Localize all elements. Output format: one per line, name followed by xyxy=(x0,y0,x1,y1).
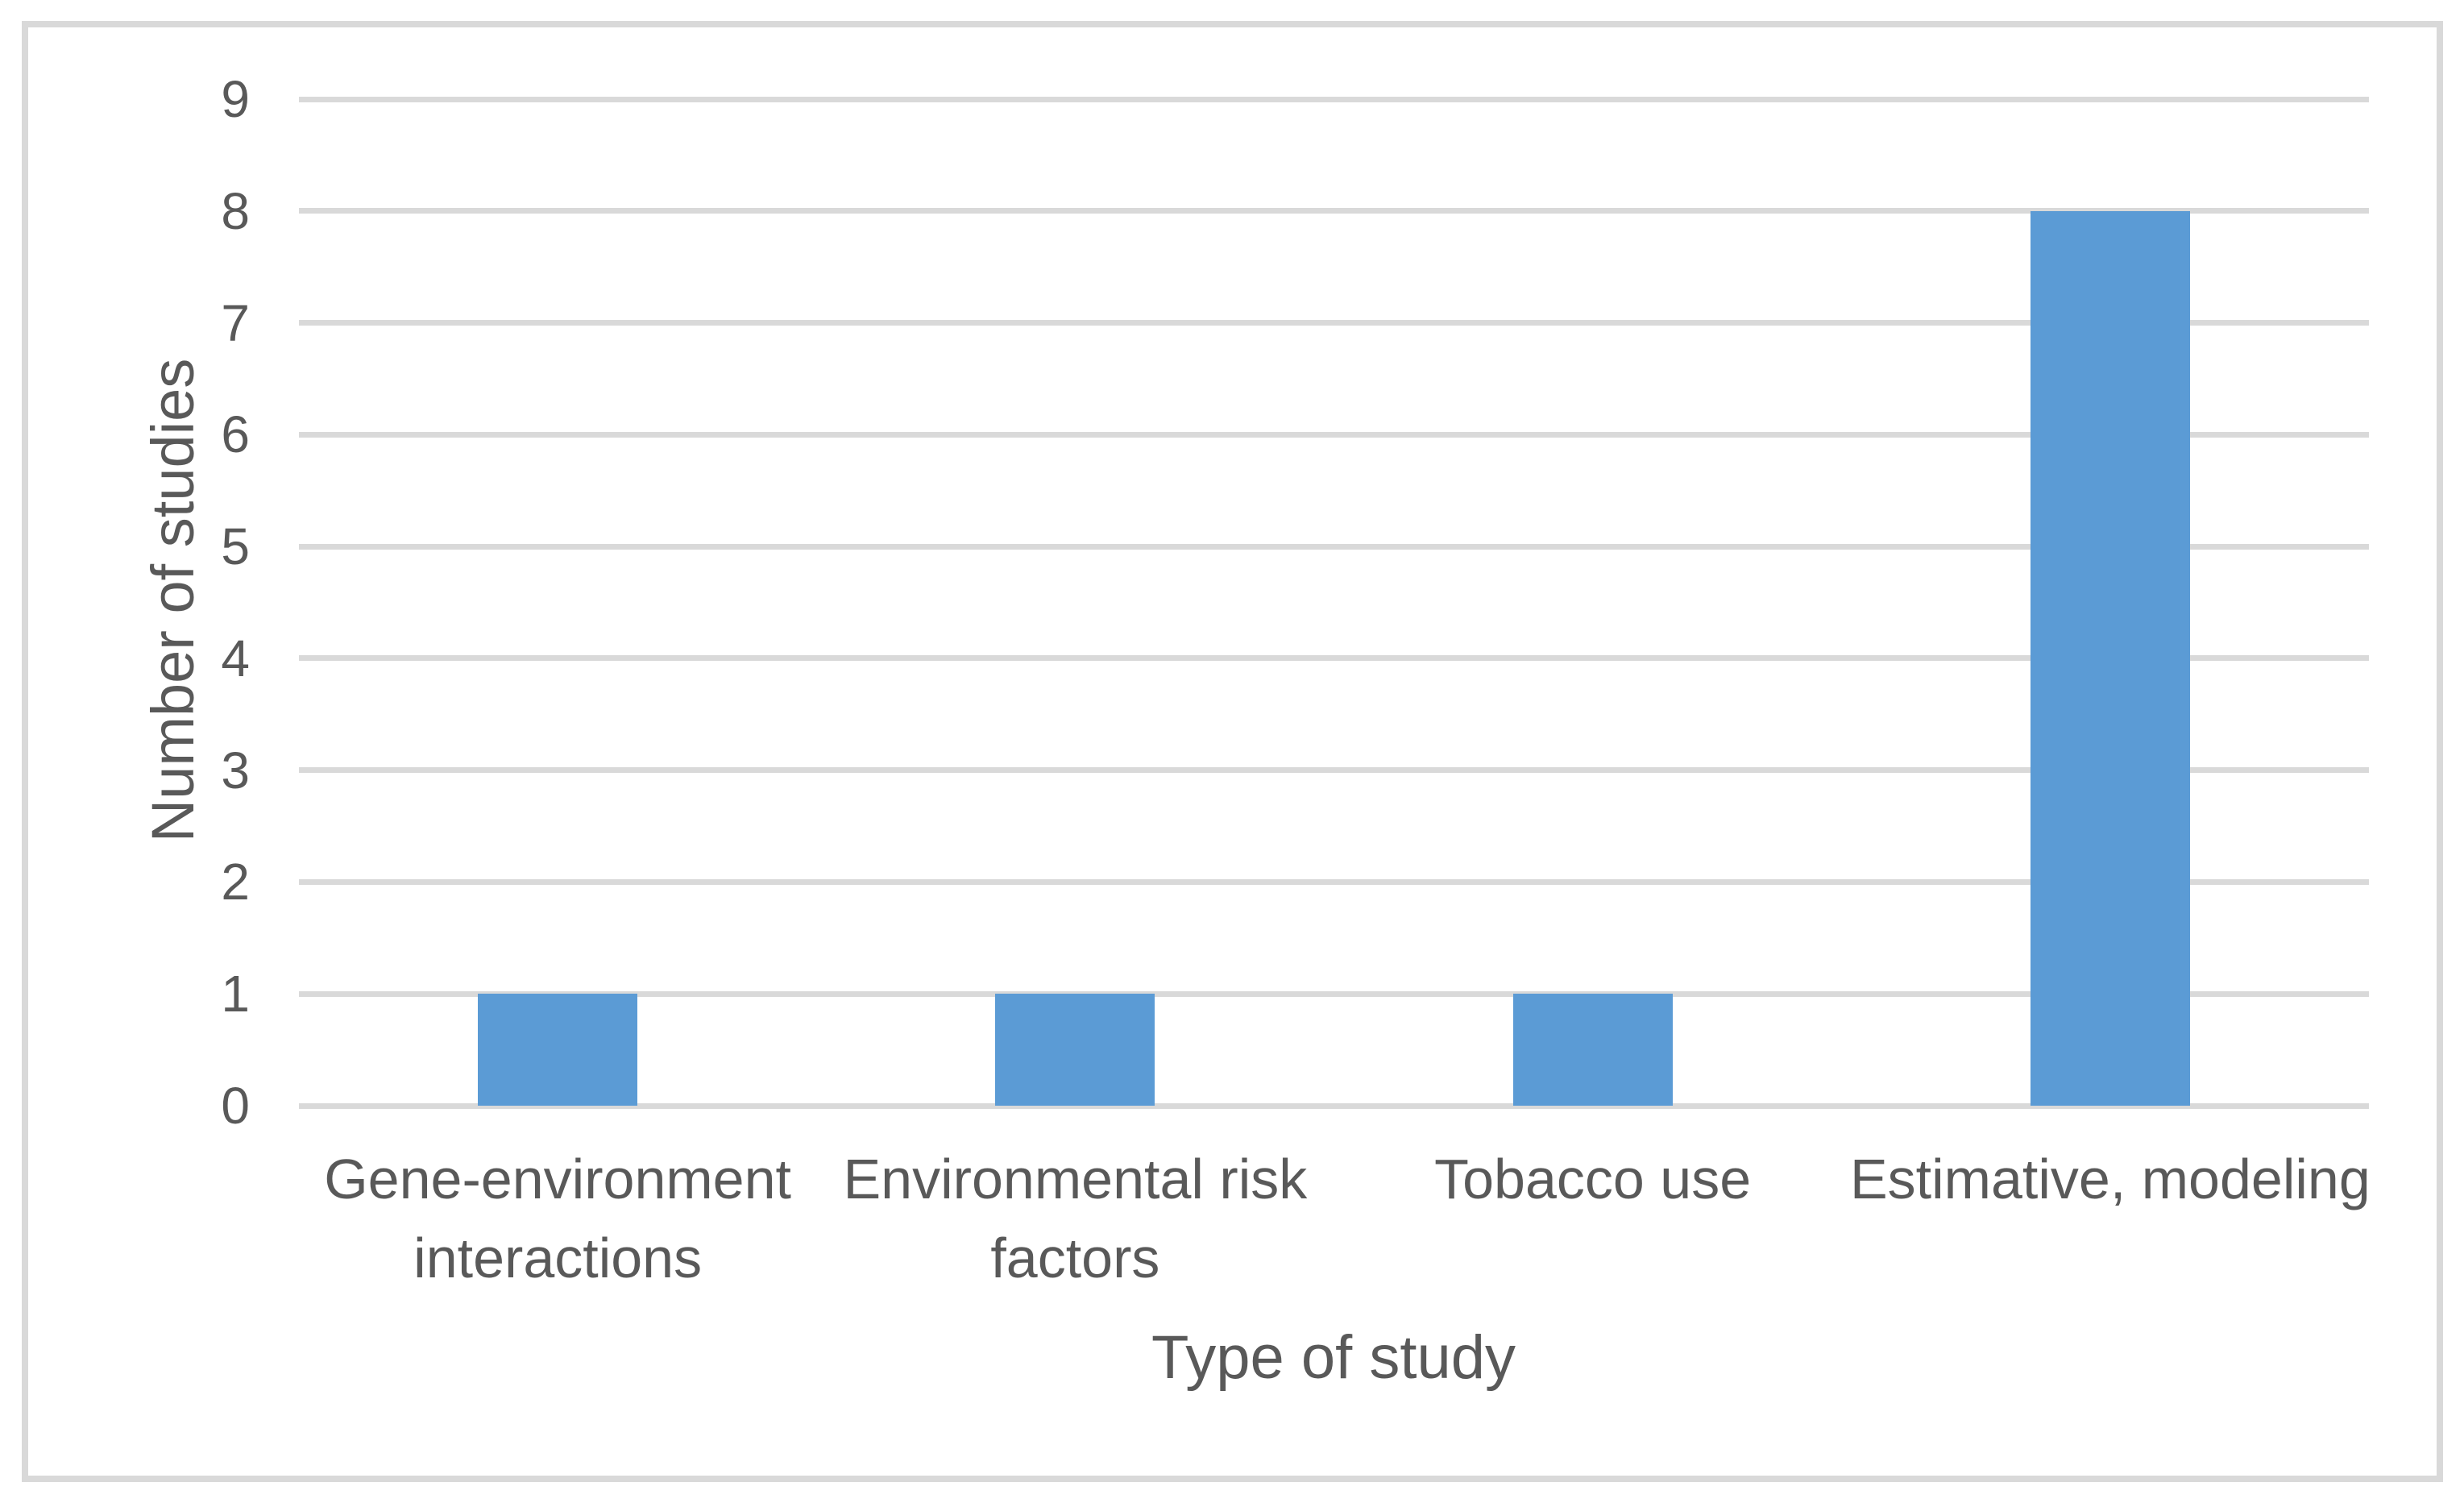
gridline xyxy=(299,767,2369,774)
bar xyxy=(478,994,638,1106)
y-tick-label: 1 xyxy=(221,965,250,1023)
gridline xyxy=(299,543,2369,550)
y-tick-label: 2 xyxy=(221,853,250,911)
plot-area xyxy=(299,96,2369,1109)
x-axis-title: Type of study xyxy=(1151,1323,1516,1392)
gridline xyxy=(299,1102,2369,1109)
x-category-label: Gene-environment interactions xyxy=(324,1148,791,1289)
y-tick-label: 6 xyxy=(221,405,250,464)
gridline xyxy=(299,208,2369,214)
gridline xyxy=(299,320,2369,326)
y-tick-label: 3 xyxy=(221,741,250,799)
gridline xyxy=(299,878,2369,885)
y-tick-label: 0 xyxy=(221,1077,250,1135)
x-category-label: Environmental risk factors xyxy=(843,1148,1308,1289)
bar xyxy=(2030,210,2190,1106)
y-tick-label: 5 xyxy=(221,517,250,576)
gridline xyxy=(299,655,2369,662)
bar xyxy=(1512,994,1673,1106)
y-tick-label: 8 xyxy=(221,181,250,240)
x-category-label: Estimative, modeling xyxy=(1849,1148,2371,1210)
gridline xyxy=(299,96,2369,102)
gridline xyxy=(299,990,2369,997)
y-tick-label: 4 xyxy=(221,629,250,687)
x-category-label: Tobacco use xyxy=(1434,1148,1752,1210)
bar xyxy=(995,994,1155,1106)
y-tick-label: 9 xyxy=(221,70,250,128)
y-tick-label: 7 xyxy=(221,293,250,352)
gridline xyxy=(299,431,2369,438)
